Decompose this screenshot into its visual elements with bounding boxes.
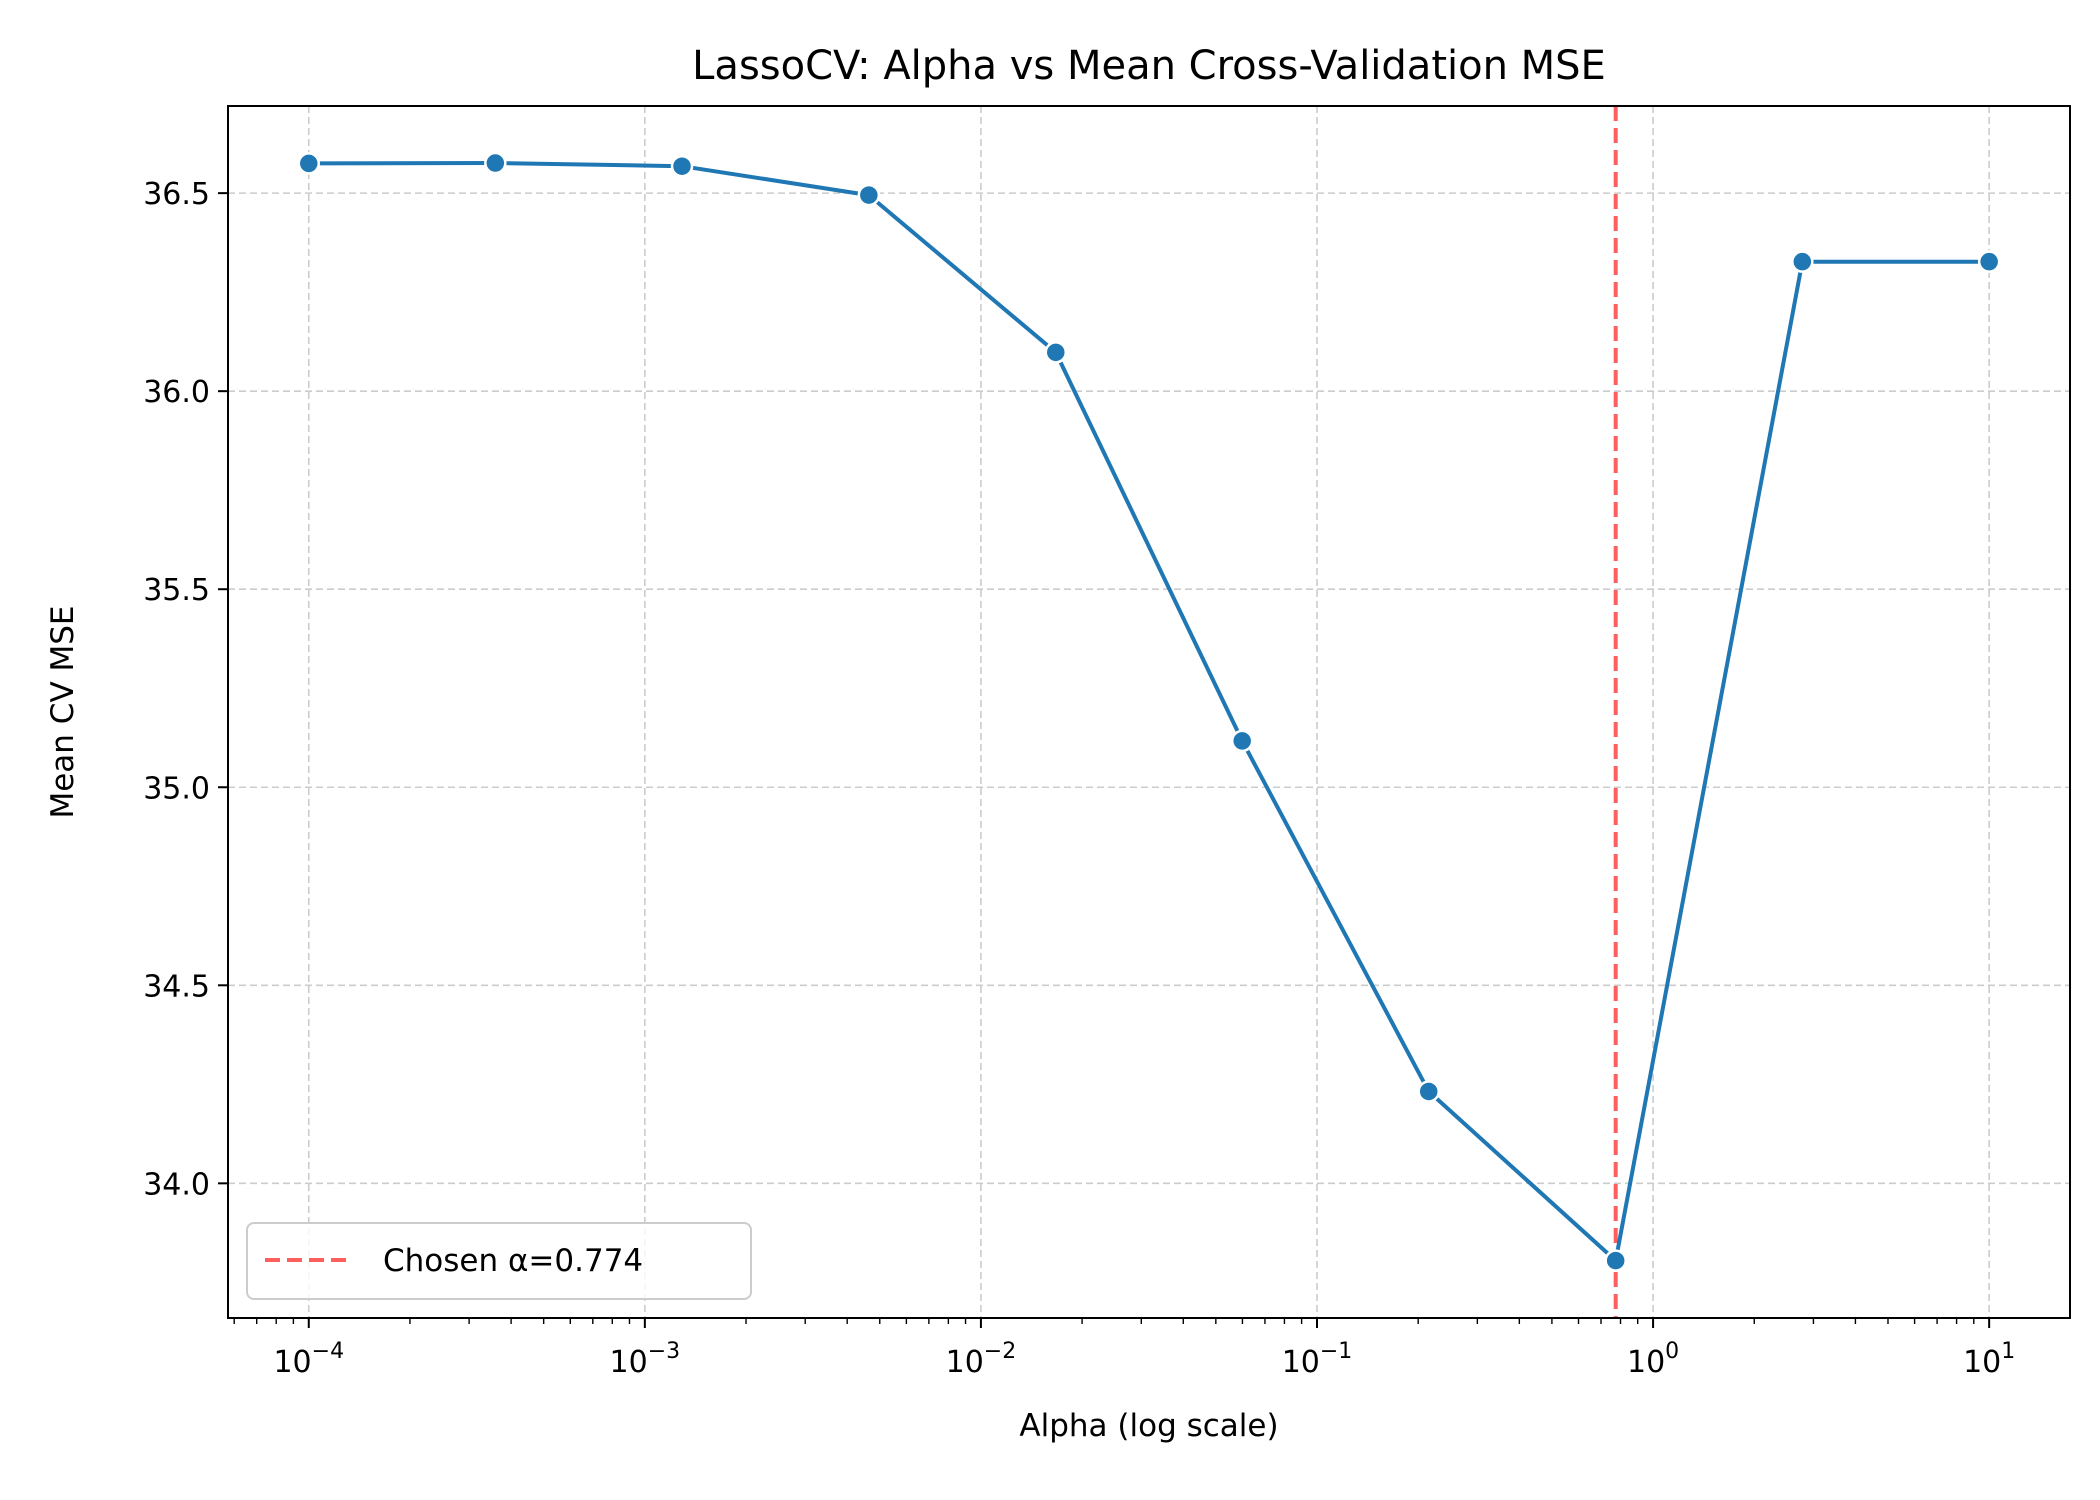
data-point — [1230, 729, 1254, 753]
x-tick-label-exponent: 0 — [1665, 1339, 1679, 1364]
axis-ticks: 10−4 10−3 10−2 10−1 100 10134.034.535.035.536… — [143, 177, 2015, 1380]
data-point — [1417, 1080, 1440, 1103]
x-tick-label: 100 — [1627, 1339, 1679, 1380]
data-point — [857, 183, 881, 207]
data-point — [484, 151, 507, 175]
plot-area-background — [228, 106, 2070, 1318]
y-tick-label: 36.5 — [143, 177, 210, 212]
series-line — [308, 161, 1990, 1263]
x-tick-label-exponent: −4 — [312, 1339, 344, 1364]
series-layer — [297, 151, 2001, 1272]
plot-frame — [227, 105, 2071, 1319]
data-point — [670, 154, 694, 178]
x-tick-label-exponent: −2 — [984, 1339, 1016, 1364]
legend: Chosen α=0.774 — [246, 1222, 752, 1300]
data-point — [1604, 1249, 1627, 1272]
x-tick-label-base: 10 — [1963, 1345, 2001, 1380]
x-tick-label-base: 10 — [273, 1345, 311, 1380]
x-tick-label: 10−3 — [610, 1339, 681, 1380]
y-tick-label: 34.0 — [143, 1167, 210, 1202]
legend-label-chosen-alpha: Chosen α=0.774 — [383, 1243, 643, 1279]
data-point — [1977, 250, 2001, 273]
x-tick-label-exponent: −3 — [648, 1339, 680, 1364]
y-axis-label: Mean CV MSE — [45, 605, 81, 818]
x-tick-label: 101 — [1963, 1339, 2015, 1380]
legend-box — [246, 1222, 752, 1300]
x-tick-label: 10−2 — [946, 1339, 1017, 1380]
x-tick-label: 10−4 — [273, 1339, 344, 1380]
y-tick-label: 36.0 — [143, 375, 210, 410]
x-axis-label: Alpha (log scale) — [1019, 1408, 1278, 1444]
x-tick-label-base: 10 — [1627, 1345, 1665, 1380]
x-tick-label-base: 10 — [1282, 1345, 1320, 1380]
x-tick-label-base: 10 — [946, 1345, 984, 1380]
x-tick-label: 10−1 — [1282, 1339, 1353, 1380]
data-point — [297, 152, 321, 175]
y-tick-label: 35.0 — [143, 771, 210, 806]
x-tick-label-base: 10 — [610, 1345, 648, 1380]
chart-title: LassoCV: Alpha vs Mean Cross-Validation … — [692, 43, 1606, 89]
data-point — [1044, 341, 1068, 364]
y-tick-label: 35.5 — [143, 573, 210, 608]
grid — [228, 106, 2070, 1318]
x-tick-label-exponent: −1 — [1320, 1339, 1352, 1364]
y-tick-label: 34.5 — [143, 969, 210, 1004]
data-point — [1791, 250, 1814, 273]
x-tick-label-exponent: 1 — [2001, 1339, 2015, 1364]
